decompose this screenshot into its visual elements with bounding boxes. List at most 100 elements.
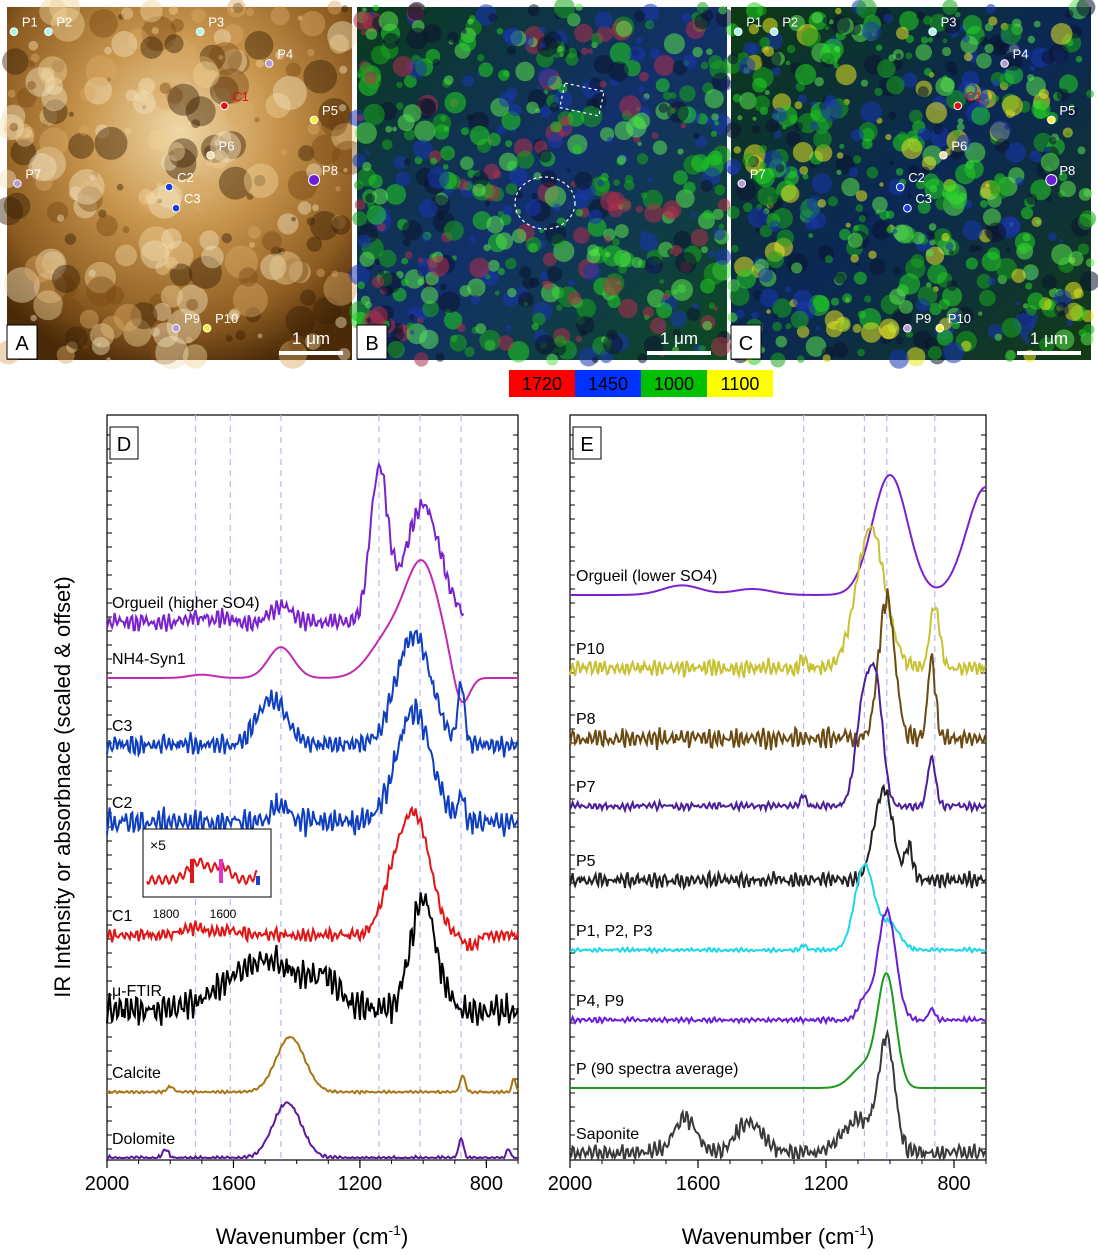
texture-blob bbox=[962, 15, 982, 35]
texture-blob bbox=[176, 284, 208, 316]
texture-blob bbox=[817, 199, 827, 208]
texture-blob bbox=[115, 244, 137, 267]
texture-blob bbox=[1086, 89, 1095, 98]
texture-blob bbox=[956, 134, 971, 150]
texture-blob bbox=[614, 121, 634, 141]
texture-blob bbox=[392, 126, 397, 132]
texture-blob bbox=[731, 245, 739, 253]
texture-blob bbox=[1000, 43, 1010, 53]
texture-blob bbox=[638, 85, 645, 93]
texture-blob bbox=[717, 198, 731, 212]
texture-blob bbox=[978, 311, 983, 316]
texture-blob bbox=[485, 274, 491, 280]
map-c-tag: C bbox=[739, 333, 753, 355]
texture-blob bbox=[224, 245, 259, 279]
texture-blob bbox=[736, 309, 745, 319]
texture-blob bbox=[562, 124, 571, 132]
texture-blob bbox=[936, 34, 940, 39]
texture-blob bbox=[169, 263, 193, 287]
texture-blob bbox=[1029, 150, 1042, 163]
texture-blob bbox=[88, 269, 96, 277]
map-point-c1 bbox=[220, 101, 229, 111]
texture-blob bbox=[984, 23, 994, 32]
texture-blob bbox=[759, 288, 779, 308]
texture-blob bbox=[106, 357, 111, 362]
texture-blob bbox=[645, 256, 663, 275]
texture-blob bbox=[327, 112, 346, 131]
texture-blob bbox=[795, 63, 817, 86]
texture-blob bbox=[443, 125, 450, 132]
texture-blob bbox=[979, 36, 989, 46]
texture-blob bbox=[742, 153, 756, 167]
series-p4-p9 bbox=[569, 905, 987, 1026]
texture-blob bbox=[587, 48, 593, 54]
texture-blob bbox=[765, 119, 780, 133]
texture-blob bbox=[694, 13, 710, 30]
texture-blob bbox=[89, 174, 96, 181]
texture-blob bbox=[927, 263, 948, 284]
texture-blob bbox=[718, 5, 727, 15]
texture-blob bbox=[896, 26, 909, 40]
texture-blob bbox=[42, 119, 50, 127]
map-point-label-p7: P7 bbox=[750, 167, 766, 182]
map-point-label-p3: P3 bbox=[941, 15, 957, 30]
texture-blob bbox=[710, 130, 717, 137]
panel-d-frame bbox=[106, 414, 519, 1161]
texture-blob bbox=[798, 94, 807, 104]
texture-blob bbox=[243, 163, 279, 198]
texture-blob bbox=[378, 11, 399, 32]
texture-blob bbox=[649, 22, 654, 27]
texture-blob bbox=[949, 191, 968, 210]
texture-blob bbox=[1041, 274, 1057, 290]
texture-blob bbox=[727, 164, 739, 176]
texture-blob bbox=[546, 353, 559, 366]
texture-blob bbox=[587, 244, 600, 257]
texture-blob bbox=[575, 335, 582, 343]
texture-blob bbox=[505, 258, 517, 270]
texture-blob bbox=[683, 181, 696, 194]
texture-blob bbox=[121, 7, 134, 20]
texture-blob bbox=[339, 65, 348, 74]
texture-blob bbox=[312, 296, 341, 325]
texture-blob bbox=[169, 151, 174, 156]
inset-tick-1800: 1800 bbox=[153, 907, 180, 921]
texture-blob bbox=[149, 293, 168, 313]
texture-blob bbox=[615, 20, 633, 37]
texture-blob bbox=[371, 45, 390, 65]
texture-blob bbox=[73, 194, 97, 219]
panel-d-inset: ×5 1800 1600 bbox=[142, 828, 272, 921]
legend-label-1100: 1100 bbox=[721, 374, 760, 394]
texture-blob bbox=[885, 210, 895, 219]
texture-blob bbox=[702, 320, 713, 331]
texture-blob bbox=[857, 310, 866, 319]
texture-blob bbox=[556, 45, 564, 53]
texture-blob bbox=[596, 25, 613, 42]
texture-blob bbox=[149, 332, 182, 365]
map-point-p8 bbox=[1045, 173, 1058, 186]
texture-blob bbox=[554, 335, 566, 348]
texture-blob bbox=[995, 138, 1010, 153]
texture-blob bbox=[505, 140, 513, 148]
texture-blob bbox=[531, 192, 538, 200]
texture-blob bbox=[1027, 292, 1045, 310]
texture-blob bbox=[540, 170, 558, 188]
texture-blob bbox=[553, 0, 575, 19]
texture-blob bbox=[459, 285, 472, 297]
texture-blob bbox=[309, 211, 340, 241]
panel-e-tag-box bbox=[572, 426, 602, 460]
texture-blob bbox=[921, 166, 930, 175]
texture-blob bbox=[647, 177, 653, 183]
texture-blob bbox=[1065, 105, 1078, 118]
texture-blob bbox=[1031, 99, 1051, 119]
texture-blob bbox=[738, 57, 756, 75]
texture-blob bbox=[470, 294, 481, 305]
texture-blob bbox=[1069, 104, 1075, 110]
texture-blob bbox=[199, 44, 226, 71]
texture-blob bbox=[270, 6, 290, 26]
texture-blob bbox=[729, 285, 750, 306]
texture-blob bbox=[440, 283, 447, 291]
texture-blob bbox=[232, 282, 268, 318]
texture-blob bbox=[187, 56, 218, 88]
series-p8 bbox=[569, 588, 987, 751]
texture-blob bbox=[815, 326, 821, 331]
